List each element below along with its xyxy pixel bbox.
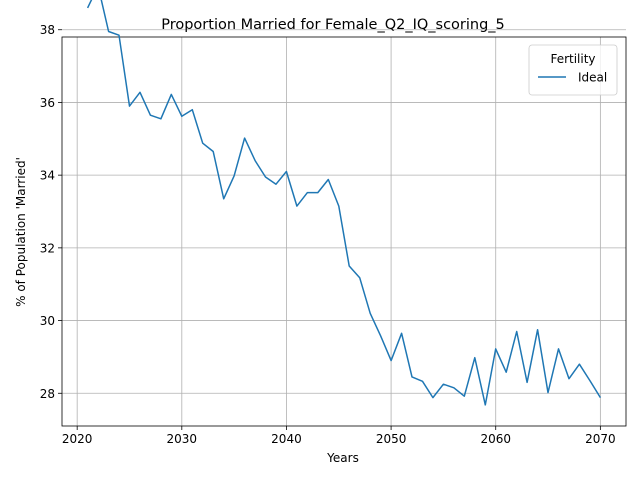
- y-tick-label: 30: [40, 314, 55, 328]
- legend-label: Ideal: [578, 71, 607, 85]
- y-tick-label: 32: [40, 241, 55, 255]
- y-tick-label: 34: [40, 169, 55, 183]
- x-tick-label: 2030: [167, 432, 198, 446]
- x-axis: 2020 2030 2040 2050 2060 2070: [62, 426, 616, 446]
- y-axis: 28 30 32 34 36 38: [40, 23, 62, 401]
- legend: Fertility Ideal: [528, 44, 618, 96]
- x-tick-label: 2060: [480, 432, 511, 446]
- series-lines: [86, 0, 602, 406]
- y-axis-label: % of Population 'Married': [14, 157, 28, 307]
- x-tick-label: 2070: [585, 432, 616, 446]
- y-tick-label: 28: [40, 387, 55, 401]
- legend-box: [528, 44, 618, 96]
- legend-title: Fertility: [550, 52, 595, 66]
- x-axis-label: Years: [326, 451, 359, 465]
- x-tick-label: 2050: [376, 432, 407, 446]
- y-tick-label: 36: [40, 96, 55, 110]
- x-tick-label: 2020: [62, 432, 93, 446]
- grid: [62, 29, 626, 426]
- plot-area: [61, 36, 627, 427]
- x-tick-label: 2040: [271, 432, 302, 446]
- series-line: [86, 0, 602, 406]
- chart-title: Proportion Married for Female_Q2_IQ_scor…: [161, 17, 505, 33]
- y-tick-label: 38: [40, 23, 55, 37]
